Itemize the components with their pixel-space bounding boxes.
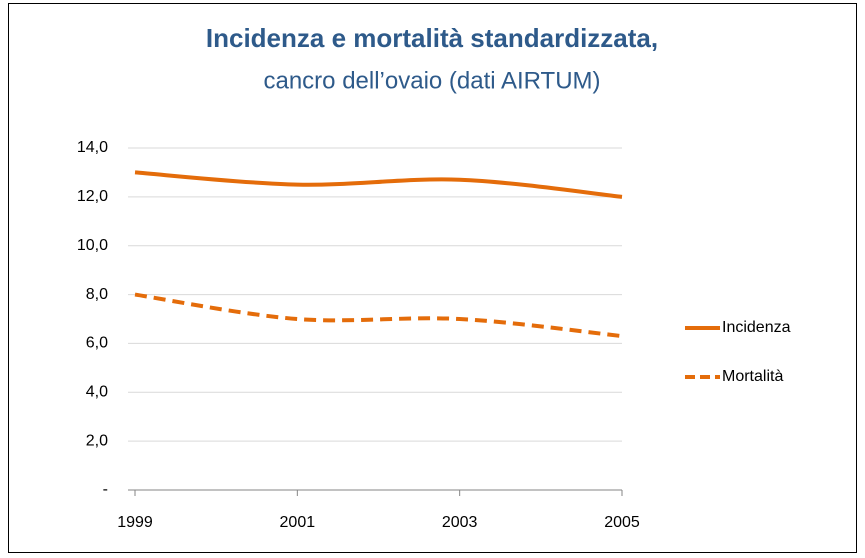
legend-label: Incidenza: [722, 319, 791, 336]
chart-subtitle: cancro dell’ovaio (dati AIRTUM): [263, 67, 600, 94]
x-tick-label: 2001: [280, 514, 316, 531]
x-tick-label: 1999: [117, 514, 153, 531]
y-tick-label: 2,0: [86, 432, 108, 449]
y-tick-label: 6,0: [86, 335, 108, 352]
series-line: [134, 292, 623, 339]
x-tick-label: 2003: [442, 514, 478, 531]
chart-frame: [8, 3, 857, 553]
y-tick-label: 12,0: [77, 188, 108, 205]
y-tick-label: 8,0: [86, 286, 108, 303]
y-tick-label: 10,0: [77, 237, 108, 254]
legend-label: Mortalità: [722, 368, 783, 385]
chart-title: Incidenza e mortalità standardizzata,: [206, 23, 658, 53]
y-tick-label: 14,0: [77, 139, 108, 156]
y-tick-label: -: [103, 481, 108, 498]
x-tick-label: 2005: [604, 514, 640, 531]
series-line: [134, 170, 623, 199]
y-tick-label: 4,0: [86, 384, 108, 401]
